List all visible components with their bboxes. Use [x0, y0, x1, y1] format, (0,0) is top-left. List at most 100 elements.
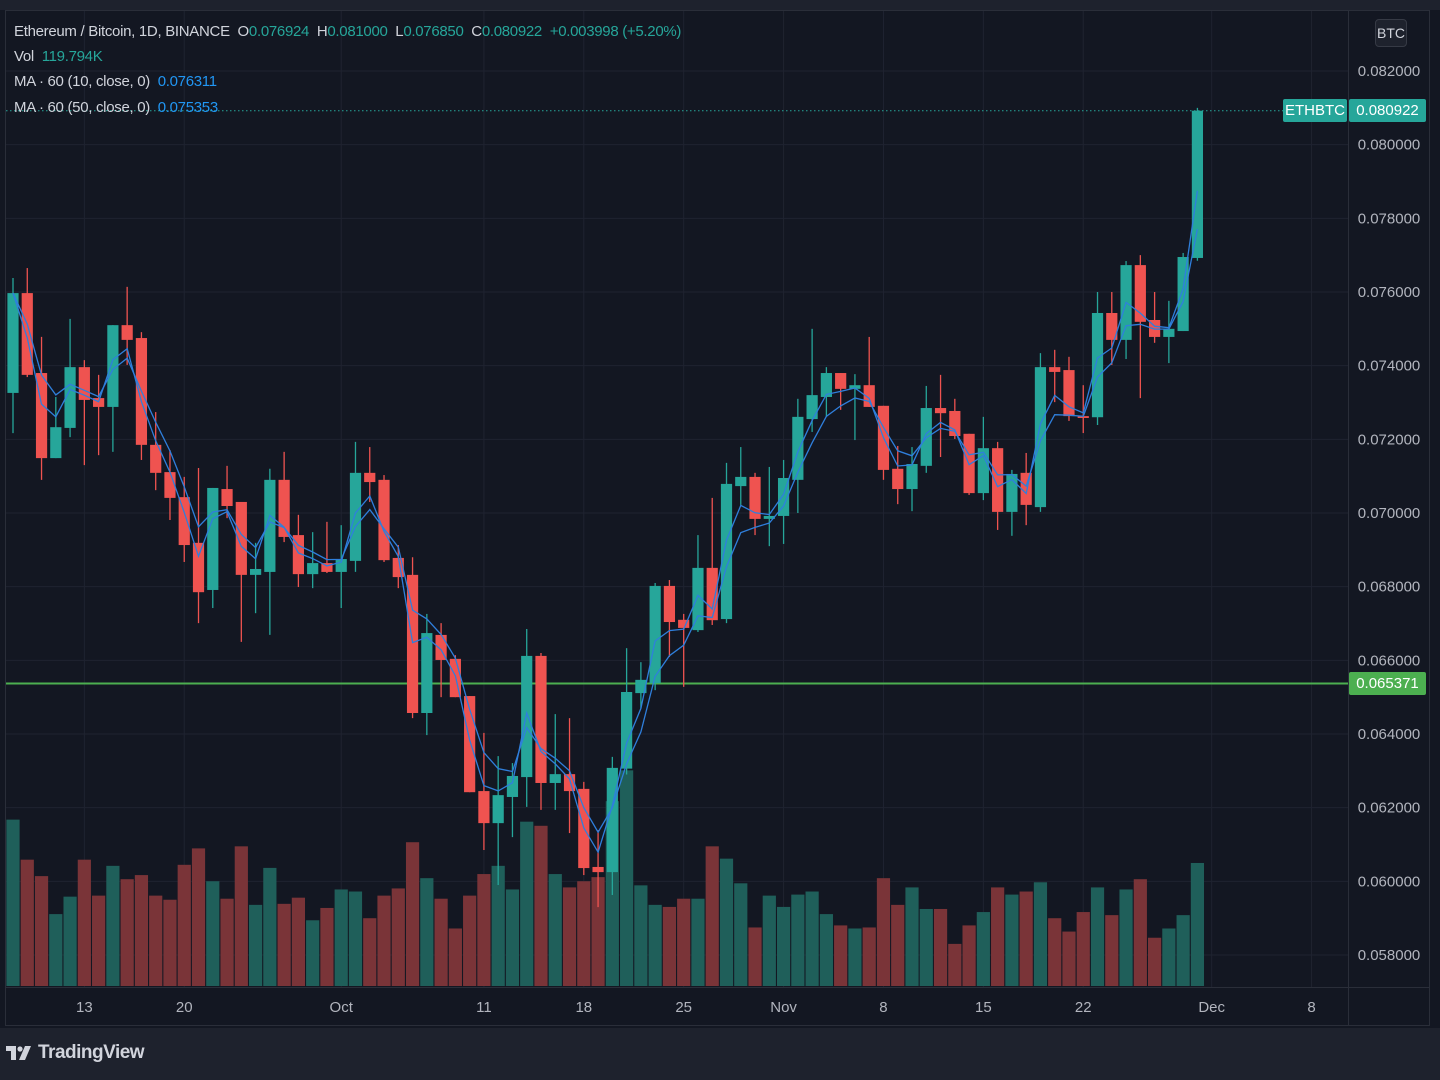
top-toolbar-strip: [0, 0, 1440, 10]
candle: [21, 268, 33, 378]
candle-body: [378, 479, 390, 561]
candle-body: [292, 535, 304, 575]
candle: [107, 325, 119, 452]
time-tick-label: 8: [879, 999, 887, 1016]
candle: [1077, 385, 1089, 434]
volume-bars: [6, 770, 1205, 986]
candle: [892, 445, 904, 505]
candle-body: [992, 448, 1004, 512]
candle-body: [920, 408, 932, 466]
candle-body: [235, 501, 247, 575]
volume-bar: [206, 881, 220, 986]
volume-bar: [1119, 889, 1133, 986]
ohlc-legend: Ethereum / Bitcoin, 1D, BINANCE O0.07692…: [14, 23, 681, 40]
volume-bar: [705, 846, 719, 986]
candle-body: [1191, 110, 1204, 258]
candle-body: [1134, 265, 1146, 322]
candle-body: [649, 585, 661, 684]
candle-body: [50, 427, 62, 459]
volume-bar: [477, 874, 491, 986]
horizontal-line-price-tag[interactable]: 0.065371: [1349, 672, 1426, 695]
candle: [421, 613, 433, 736]
volume-bar: [434, 898, 448, 986]
candle-body: [706, 567, 718, 621]
time-tick-label: 13: [76, 999, 93, 1016]
volume-bar: [20, 859, 34, 986]
candle: [649, 582, 661, 691]
volume-bar: [420, 878, 434, 986]
volume-bar: [49, 914, 63, 986]
volume-bar: [220, 898, 234, 986]
candle: [392, 545, 404, 589]
volume-legend[interactable]: Vol 119.794K: [14, 48, 103, 65]
price-tick-label: 0.058000: [1358, 947, 1421, 964]
candle: [1006, 469, 1018, 536]
candle-body: [307, 563, 319, 575]
candle: [1191, 107, 1204, 261]
candle-body: [221, 489, 233, 506]
candle-body: [906, 464, 918, 490]
ma2-value: 0.075353: [157, 99, 218, 116]
candle: [1163, 300, 1175, 364]
tradingview-brand: TradingView: [38, 1042, 145, 1063]
volume-bar: [149, 895, 163, 986]
high-value: 0.081000: [327, 23, 388, 40]
candlestick-chart[interactable]: 0.082000 0.080000 0.078000 0.076000 0.074000…: [0, 0, 1440, 1030]
volume-bar: [1005, 894, 1019, 986]
volume-bar: [634, 885, 648, 986]
price-tick-label: 0.080000: [1358, 137, 1421, 154]
candle: [7, 278, 19, 434]
candle-body: [835, 373, 847, 389]
candle-body: [1006, 473, 1018, 512]
ma1-label: MA · 60 (10, close, 0): [14, 73, 150, 90]
volume-bar: [1176, 915, 1190, 986]
symbol-title[interactable]: Ethereum / Bitcoin, 1D, BINANCE: [14, 23, 230, 40]
candle-body: [107, 325, 119, 407]
candle: [150, 412, 162, 491]
tradingview-logo[interactable]: TradingView: [6, 1042, 145, 1064]
volume-bar: [819, 914, 833, 986]
candle: [621, 648, 633, 775]
candle: [692, 535, 704, 632]
candle: [1020, 452, 1032, 526]
ma2-legend[interactable]: MA · 60 (50, close, 0) 0.075353: [14, 99, 218, 116]
candle: [792, 398, 804, 513]
candle: [164, 450, 176, 520]
candle-body: [492, 795, 504, 824]
candle: [464, 696, 476, 793]
volume-bar: [1105, 915, 1119, 986]
candle-body: [164, 472, 176, 498]
low-value: 0.076850: [403, 23, 464, 40]
candle: [1034, 353, 1047, 512]
currency-button[interactable]: BTC: [1375, 19, 1407, 47]
volume-bar: [591, 877, 605, 986]
time-tick-label: Dec: [1198, 999, 1225, 1016]
volume-label: Vol: [14, 48, 34, 65]
price-tick-label: 0.070000: [1358, 505, 1421, 522]
candle-body: [792, 416, 804, 480]
candle: [849, 374, 861, 441]
ma1-legend[interactable]: MA · 60 (10, close, 0) 0.076311: [14, 73, 217, 90]
volume-bar: [677, 898, 691, 986]
candle: [207, 487, 219, 609]
ma2-line: [12, 228, 1199, 834]
close-value: 0.080922: [481, 23, 542, 40]
candle-body: [535, 655, 547, 783]
time-tick-label: 25: [675, 999, 692, 1016]
candle-body: [820, 373, 832, 397]
candle: [763, 466, 775, 547]
candle: [563, 718, 576, 834]
volume-bar: [1133, 879, 1147, 986]
candle: [635, 662, 647, 709]
volume-bar: [377, 895, 391, 986]
volume-bar: [1148, 937, 1162, 986]
candle-body: [1177, 257, 1189, 332]
candle: [863, 336, 875, 407]
volume-bar: [505, 889, 520, 986]
volume-bar: [248, 904, 263, 986]
candle-body: [678, 619, 690, 628]
volume-bar: [719, 858, 734, 986]
price-tick-label: 0.066000: [1358, 652, 1421, 669]
volume-bar: [1076, 912, 1090, 986]
volume-bar: [1062, 931, 1076, 986]
